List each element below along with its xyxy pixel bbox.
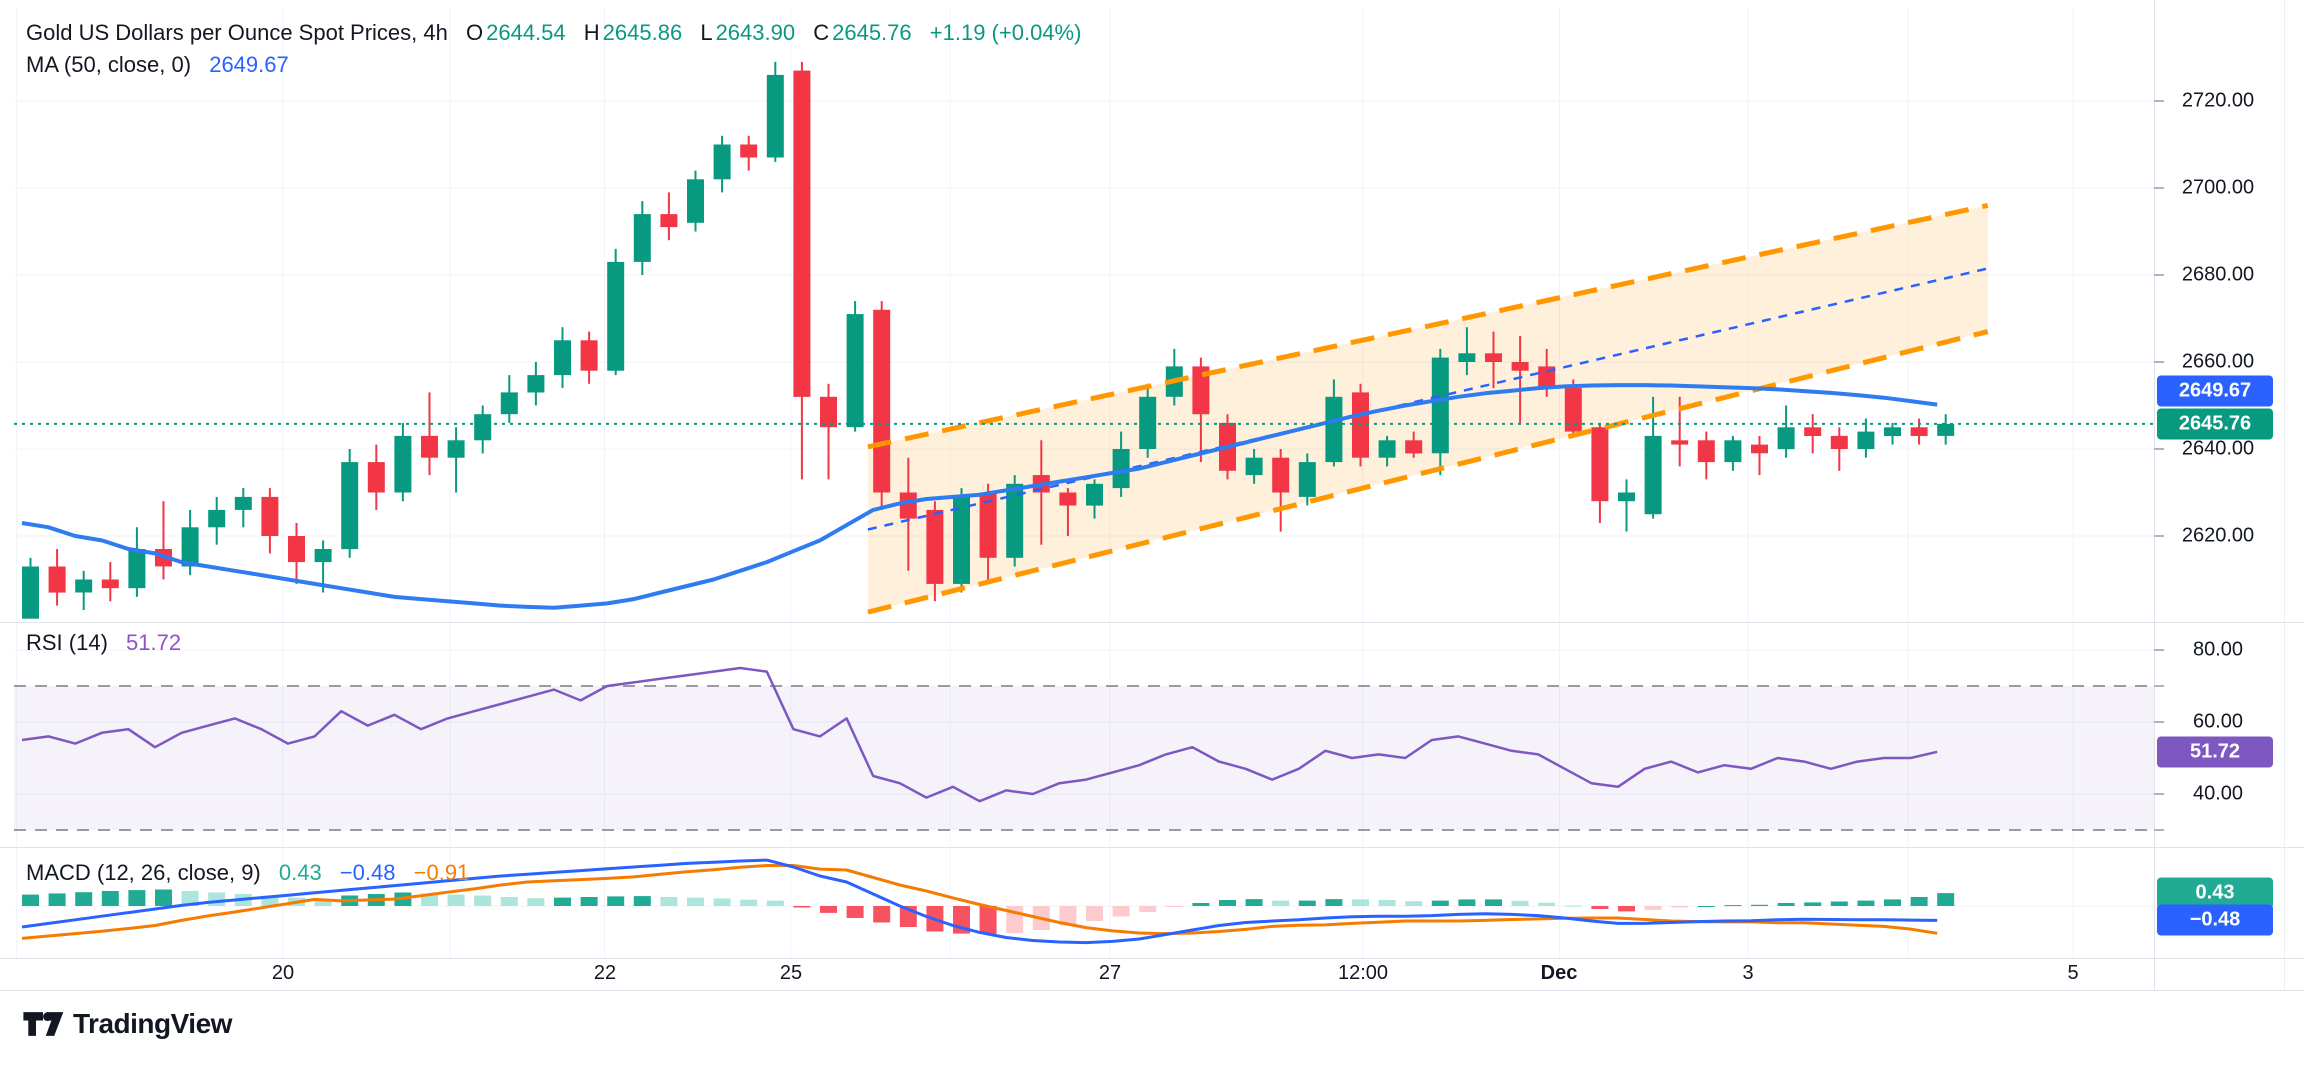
tradingview-logo[interactable]: TradingView bbox=[22, 1008, 232, 1040]
open-value: 2644.54 bbox=[486, 20, 566, 45]
ma-value: 2649.67 bbox=[209, 52, 289, 77]
time-axis-label: 25 bbox=[779, 962, 803, 984]
change-value: +1.19 (+0.04%) bbox=[929, 20, 1082, 45]
symbol-title: Gold US Dollars per Ounce Spot Prices, 4… bbox=[26, 20, 448, 45]
ma-legend-row[interactable]: MA (50, close, 0) 2649.67 bbox=[26, 52, 289, 78]
high-value: 2645.86 bbox=[602, 20, 683, 45]
macd-legend-row[interactable]: MACD (12, 26, close, 9) 0.43 −0.48 −0.91 bbox=[26, 860, 469, 886]
rsi-label: RSI (14) bbox=[26, 630, 108, 655]
close-value: 2645.76 bbox=[832, 20, 912, 45]
rsi-legend-row[interactable]: RSI (14) 51.72 bbox=[26, 630, 181, 656]
price-axis-label: 2700.00 bbox=[2181, 176, 2255, 199]
rsi-axis-label: 40.00 bbox=[2192, 782, 2244, 805]
last-price-badge: 2645.76 bbox=[2157, 408, 2273, 440]
ma-value-badge: 2649.67 bbox=[2157, 375, 2273, 407]
tradingview-logo-text: TradingView bbox=[73, 1008, 232, 1039]
low-value: 2643.90 bbox=[715, 20, 796, 45]
price-axis-label: 2640.00 bbox=[2181, 437, 2255, 460]
symbol-legend-row[interactable]: Gold US Dollars per Ounce Spot Prices, 4… bbox=[26, 20, 1081, 46]
channel-mid-line bbox=[867, 267, 1989, 531]
trend-channel-fill bbox=[867, 205, 1988, 613]
macd-line bbox=[21, 858, 1938, 945]
time-axis-label: 5 bbox=[2067, 962, 2079, 984]
rsi-line bbox=[21, 666, 1938, 803]
price-axis-label: 2620.00 bbox=[2181, 524, 2255, 547]
tradingview-logo-icon bbox=[23, 1012, 64, 1036]
time-axis-label: 3 bbox=[1742, 962, 1754, 984]
candlestick-series bbox=[22, 61, 1955, 619]
macd-histogram bbox=[22, 889, 1955, 934]
rsi-axis-label: 80.00 bbox=[2192, 638, 2244, 661]
channel-bottom-line bbox=[867, 329, 1989, 615]
high-label: H bbox=[583, 20, 600, 45]
price-axis-label: 2680.00 bbox=[2181, 263, 2255, 286]
time-axis-label: 22 bbox=[593, 962, 617, 984]
price-axis-label: 2720.00 bbox=[2181, 89, 2255, 112]
price-axis-label: 2660.00 bbox=[2181, 350, 2255, 373]
time-axis-label: 12:00 bbox=[1337, 962, 1389, 984]
macd-value-badge: −0.48 bbox=[2157, 904, 2273, 936]
time-axis-label: Dec bbox=[1540, 962, 1578, 984]
rsi-axis-label: 60.00 bbox=[2192, 710, 2244, 733]
time-axis-label: 27 bbox=[1098, 962, 1122, 984]
ma50-line bbox=[21, 383, 1938, 610]
rsi-value: 51.72 bbox=[126, 630, 182, 655]
channel-top-line bbox=[867, 202, 1989, 450]
macd-value-badge: 0.43 bbox=[2157, 877, 2273, 909]
open-label: O bbox=[465, 20, 484, 45]
time-axis-label: 20 bbox=[271, 962, 295, 984]
low-label: L bbox=[700, 20, 713, 45]
close-label: C bbox=[813, 20, 830, 45]
macd-hist-value: 0.43 bbox=[278, 860, 322, 885]
macd-label: MACD (12, 26, close, 9) bbox=[26, 860, 261, 885]
rsi-value-badge: 51.72 bbox=[2157, 736, 2273, 768]
macd-signal-line bbox=[21, 864, 1938, 940]
macd-line-value: −0.48 bbox=[339, 860, 396, 885]
ma-label: MA (50, close, 0) bbox=[26, 52, 192, 77]
macd-signal-value: −0.91 bbox=[413, 860, 470, 885]
